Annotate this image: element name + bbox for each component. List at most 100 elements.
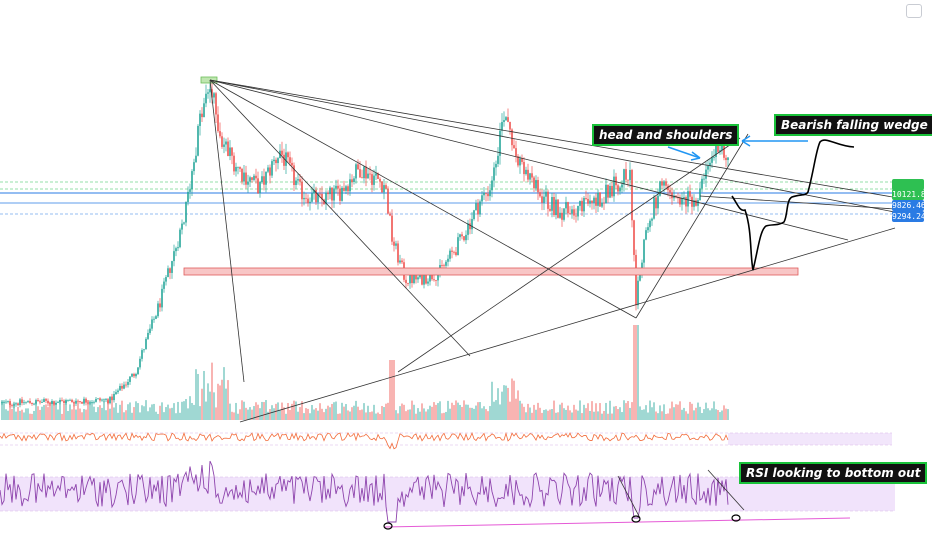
candle-body [17, 403, 19, 406]
candle-body [479, 201, 481, 215]
candle-body [217, 114, 219, 132]
volume-bar [467, 404, 469, 420]
candle-body [457, 237, 459, 256]
candle-body [361, 177, 363, 179]
volume-bar [545, 409, 547, 420]
price-label-10121: 10121.85 [892, 189, 931, 200]
volume-bar [397, 413, 399, 420]
volume-bar [287, 403, 289, 420]
candle-body [373, 175, 375, 185]
candle-body [551, 197, 553, 211]
candle-body [101, 399, 103, 401]
candle-body [337, 185, 339, 189]
candle-body [159, 303, 161, 308]
candle-body [393, 241, 395, 246]
candle-body [189, 189, 191, 192]
candle-body [397, 243, 399, 263]
volume-bar [37, 406, 39, 420]
volume-bar [143, 406, 145, 420]
annotation-head-and-shoulders: head and shoulders [592, 124, 740, 146]
candle-body [83, 398, 85, 404]
candle-body [327, 192, 329, 195]
volume-bar [225, 388, 227, 420]
volume-bar [427, 409, 429, 420]
candle-body [583, 197, 585, 212]
volume-bar [369, 412, 371, 420]
candle-body [341, 187, 343, 201]
candle-body [219, 131, 221, 137]
volume-bar [665, 413, 667, 420]
volume-bar [471, 407, 473, 420]
candle-body [427, 281, 429, 284]
volume-bar [159, 405, 161, 420]
candle-body [323, 199, 325, 205]
settings-icon[interactable] [906, 4, 922, 18]
candle-body [639, 275, 641, 281]
volume-bar [669, 408, 671, 420]
volume-bar [137, 403, 139, 420]
candle-body [555, 199, 557, 216]
candle-body [151, 319, 153, 329]
candle-body [315, 189, 317, 203]
volume-bar [477, 402, 479, 420]
volume-bar [519, 400, 521, 420]
volume-bar [17, 406, 19, 420]
volume-bar [639, 406, 641, 420]
candle-body [317, 193, 319, 203]
volume-bar [503, 385, 505, 420]
candle-body [563, 208, 565, 220]
candle-body [199, 113, 201, 126]
volume-bar [549, 409, 551, 420]
candle-body [473, 210, 475, 220]
arrow-head-shoulders [667, 146, 701, 159]
volume-bar [281, 402, 283, 420]
volume-bar [117, 412, 119, 420]
candle-body [681, 198, 683, 205]
volume-bar [645, 405, 647, 420]
candle-body [385, 185, 387, 189]
volume-bar [185, 399, 187, 420]
candle-body [683, 197, 685, 199]
candle-body [483, 193, 485, 196]
candle-body [677, 197, 679, 199]
volume-bar [663, 404, 665, 420]
candle-body [25, 401, 27, 403]
volume-bar [291, 403, 293, 420]
candle-body [47, 400, 49, 404]
volume-bar [647, 412, 649, 420]
volume-bar [221, 379, 223, 420]
volume-bar [389, 360, 391, 420]
volume-bar [491, 381, 493, 420]
volume-bar [55, 402, 57, 420]
volume-bar [597, 411, 599, 420]
volume-bar [685, 411, 687, 420]
candle-body [461, 234, 463, 237]
volume-bar [331, 403, 333, 420]
candle-body [353, 178, 355, 183]
candle-body [381, 181, 383, 193]
volume-bar [511, 378, 513, 420]
candle-body [497, 155, 499, 164]
candle-body [223, 144, 225, 147]
candle-body [407, 283, 409, 284]
volume-bar [305, 408, 307, 420]
candle-body [609, 185, 611, 198]
candle-body [259, 182, 261, 194]
support-zone [183, 267, 799, 276]
candle-body [413, 273, 415, 284]
candle-body [707, 166, 709, 170]
volume-bar [631, 402, 633, 420]
candle-body [595, 197, 597, 206]
candle-body [23, 402, 25, 404]
candle-body [557, 199, 559, 218]
volume-bar [593, 411, 595, 420]
candle-body [307, 198, 309, 204]
candle-body [173, 251, 175, 262]
volume-bar [541, 412, 543, 420]
volume-bar [411, 400, 413, 420]
volume-bar [625, 403, 627, 420]
candle-body [653, 197, 655, 219]
volume-bar [275, 403, 277, 420]
volume-bar [493, 401, 495, 420]
volume-bar [455, 400, 457, 420]
